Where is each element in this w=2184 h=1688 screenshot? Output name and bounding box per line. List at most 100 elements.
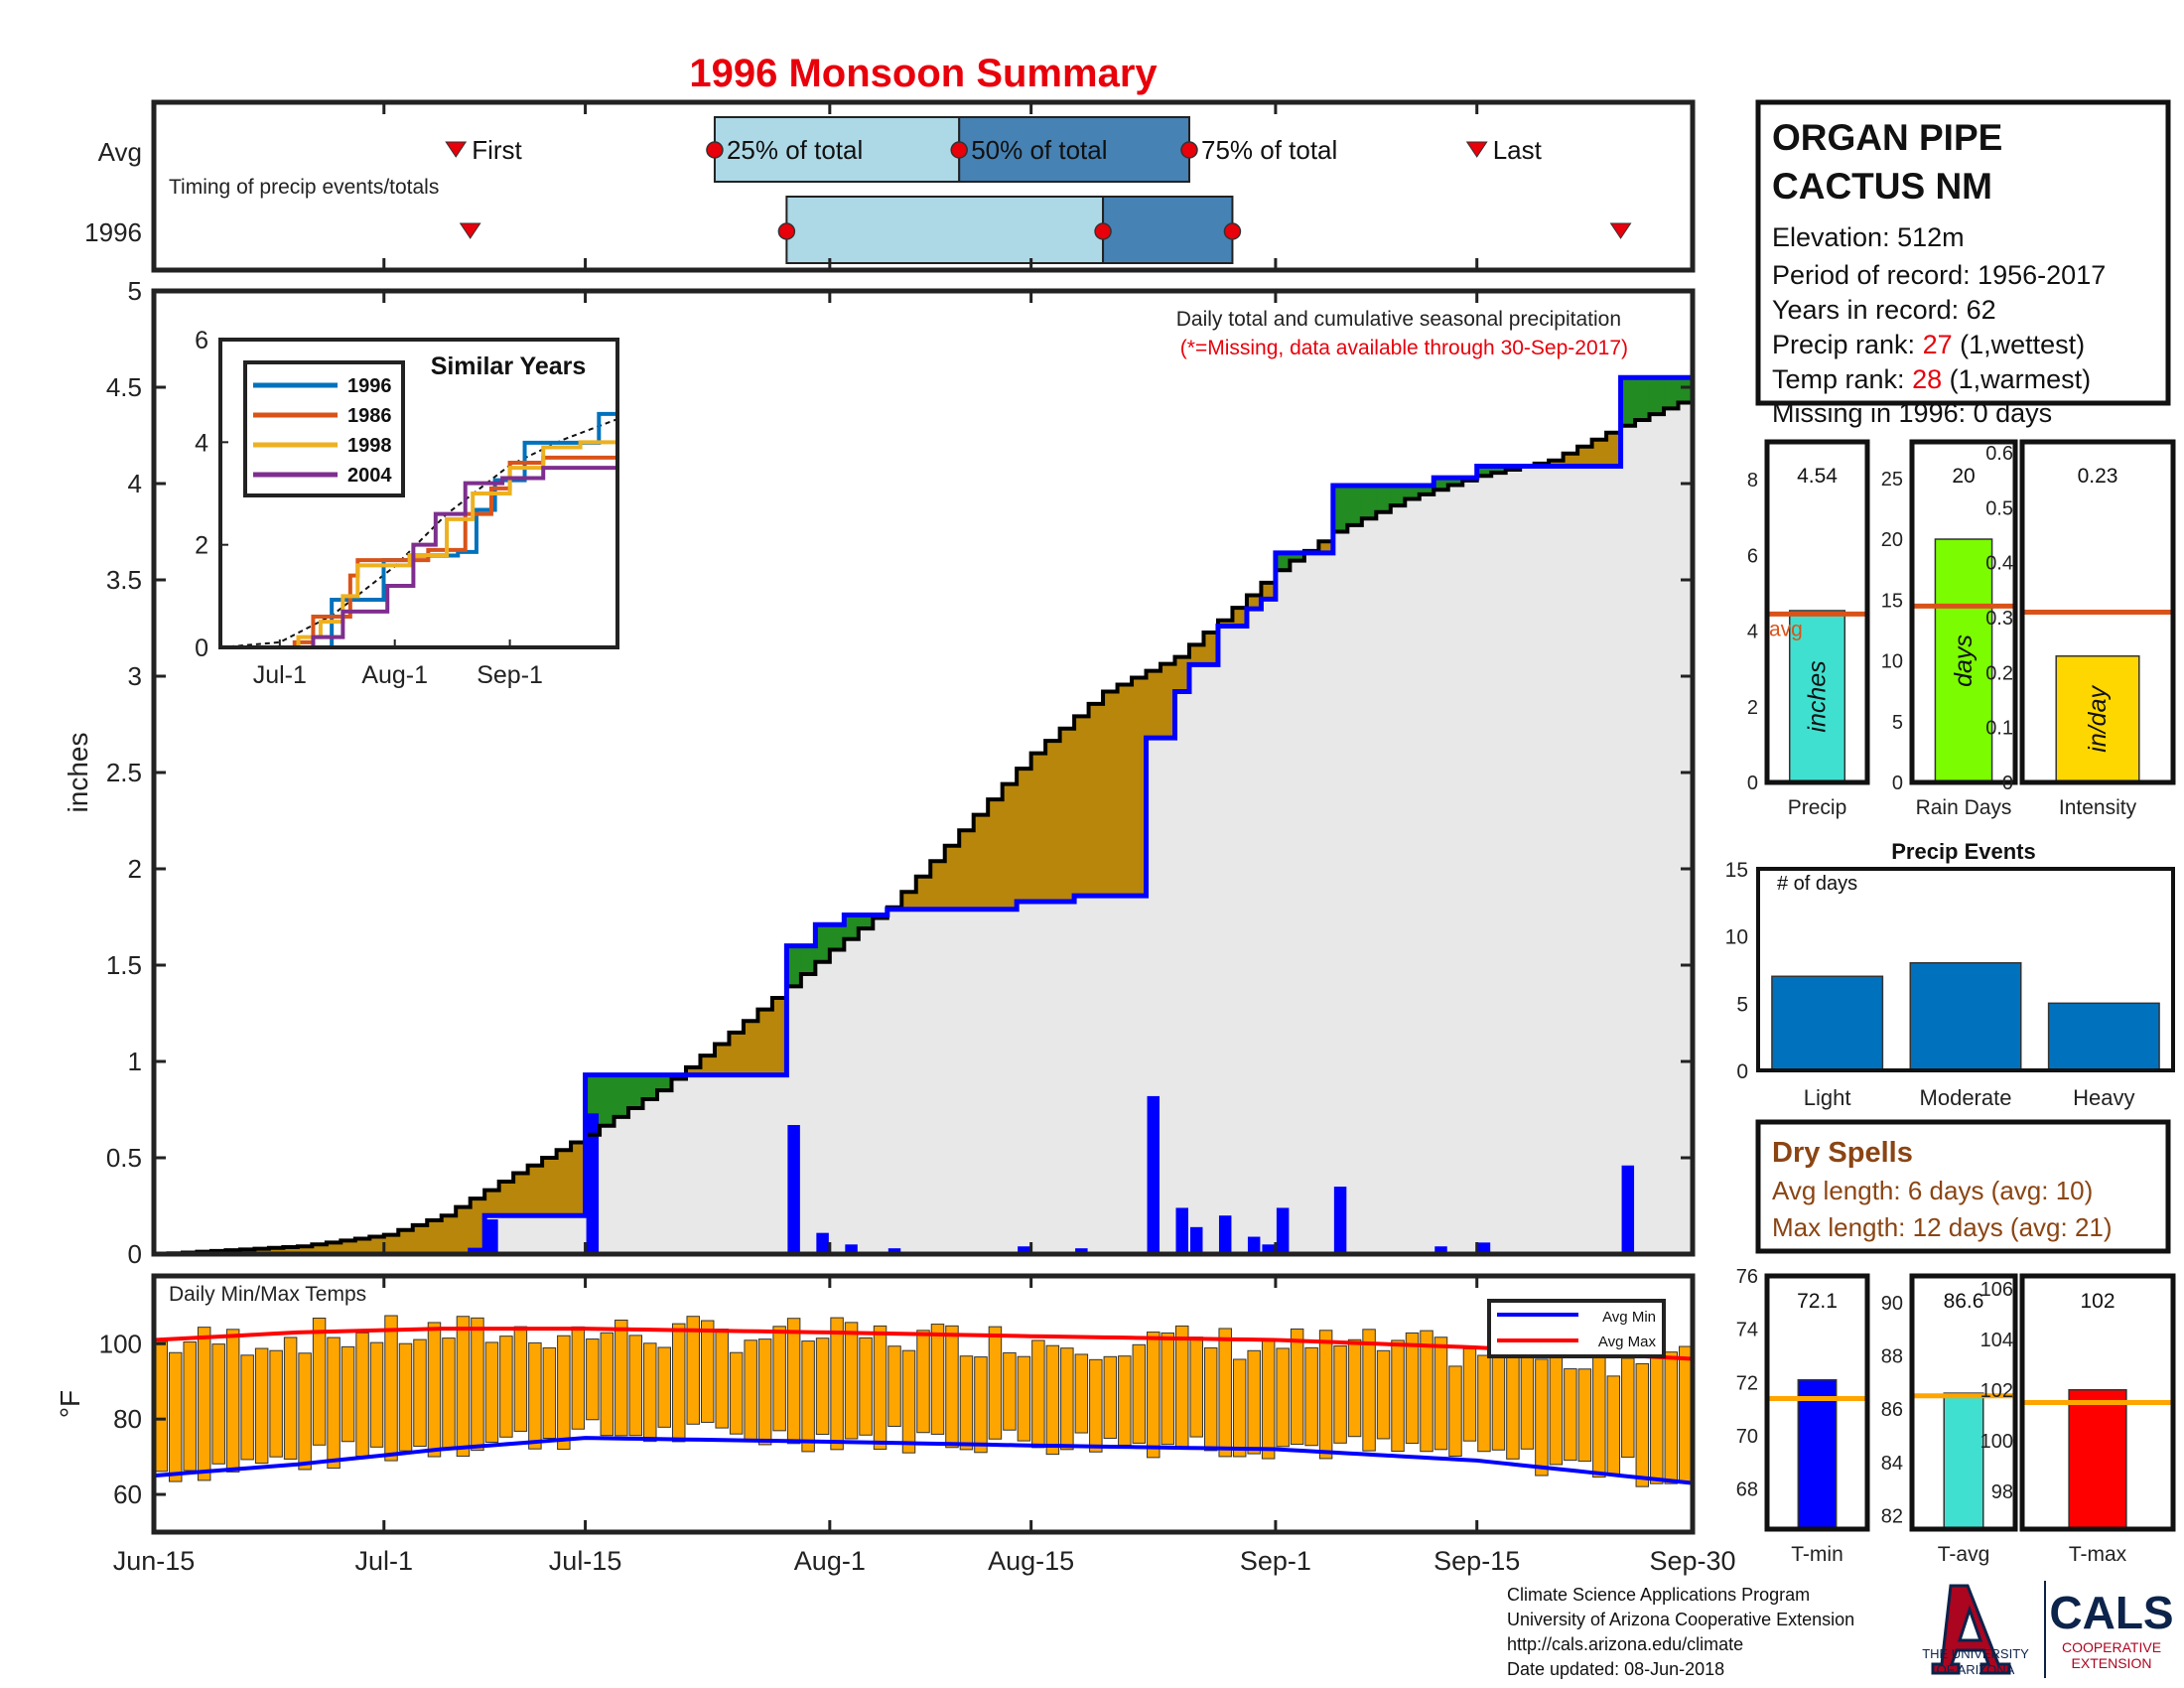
- daily-temp-bar: [427, 1322, 442, 1458]
- below-average-fill: [757, 1009, 773, 1075]
- below-both-fill: [1275, 570, 1291, 1254]
- timing-frame: [151, 99, 1696, 273]
- university-a-icon: [1931, 1584, 2011, 1675]
- below-average-fill: [1002, 783, 1018, 910]
- tstat-ytick-label-0: 68: [1736, 1479, 1758, 1501]
- above-average-fill: [1290, 552, 1305, 561]
- stat-unit-label-1: days: [1950, 634, 1978, 687]
- year-cumulative-line: [154, 374, 1693, 1257]
- above-average-fill: [1678, 377, 1694, 403]
- precip-ylabel: inches: [63, 733, 93, 813]
- daily-temp-bar: [456, 1316, 471, 1458]
- temp-ylabel: °F: [55, 1390, 85, 1418]
- daily-precip-bar: [485, 1219, 498, 1254]
- precip-ytick-label: 0.5: [106, 1143, 142, 1173]
- below-average-fill: [312, 1244, 328, 1254]
- daily-temp-bar: [1520, 1344, 1535, 1450]
- tstat-ytick-label-1: 88: [1881, 1346, 1903, 1368]
- precip-ytick-label: 1: [128, 1047, 142, 1076]
- average-cumulative-line: [154, 396, 1695, 1256]
- below-both-fill: [1649, 414, 1665, 1254]
- quartile-box-year-first: [785, 196, 1105, 264]
- stat-bar-2: [2055, 655, 2140, 783]
- below-average-fill: [1261, 582, 1277, 600]
- daily-temp-bar: [513, 1326, 528, 1432]
- below-both-fill: [628, 1107, 644, 1254]
- daily-temp-bar: [183, 1341, 197, 1472]
- daily-temp-bar: [1650, 1353, 1664, 1484]
- above-average-fill: [1347, 485, 1363, 525]
- below-average-fill: [1549, 460, 1565, 467]
- above-average-fill: [1376, 485, 1392, 512]
- daily-temp-bar: [1347, 1338, 1362, 1438]
- below-average-fill: [254, 1248, 270, 1254]
- below-average-fill: [498, 1182, 514, 1216]
- below-average-fill: [1591, 439, 1607, 467]
- below-both-fill: [873, 917, 888, 1254]
- avg-min-line: [153, 1436, 1694, 1485]
- event-bar-moderate: [1909, 961, 2022, 1071]
- below-both-fill: [657, 1090, 673, 1254]
- below-average-fill: [326, 1242, 341, 1254]
- inset-legend-label: 1986: [347, 405, 392, 427]
- below-both-fill: [844, 938, 860, 1254]
- below-both-fill: [901, 909, 917, 1254]
- daily-temp-bar: [830, 1317, 844, 1451]
- daily-temp-bar: [197, 1327, 211, 1481]
- below-both-fill: [1376, 511, 1392, 1254]
- daily-precip-bar: [1262, 1244, 1275, 1254]
- precip-ytick-label: 5: [128, 276, 142, 306]
- inset-ytick-label: 0: [195, 634, 208, 662]
- daily-temp-bar: [327, 1336, 341, 1470]
- daily-temp-bar: [542, 1346, 557, 1440]
- above-average-fill: [829, 924, 845, 950]
- tstat-ytick-label-2: 98: [1991, 1481, 2013, 1503]
- daily-temp-bar: [471, 1317, 484, 1452]
- below-average-fill: [283, 1247, 299, 1254]
- daily-temp-bar: [298, 1352, 312, 1471]
- below-both-fill: [1505, 470, 1521, 1255]
- below-average-fill: [1146, 670, 1161, 739]
- timing-row-year: 1996: [84, 217, 142, 247]
- above-average-fill: [1390, 485, 1406, 506]
- precip-ytick-label: 2.5: [106, 758, 142, 787]
- below-average-fill: [1088, 703, 1104, 897]
- inset-ytick-label: 4: [195, 429, 208, 457]
- quartile-marker-year: [777, 222, 796, 240]
- station-period: Period of record: 1956-2017: [1772, 260, 2106, 290]
- daily-temp-bar: [1203, 1347, 1218, 1452]
- stat-ytick-label-1: 10: [1881, 651, 1903, 673]
- daily-precip-bar: [816, 1232, 829, 1254]
- daily-temp-bar: [1420, 1330, 1433, 1453]
- above-average-fill: [1275, 552, 1291, 571]
- daily-temp-bar: [528, 1341, 542, 1450]
- tstat-ytick-label-0: 72: [1736, 1372, 1758, 1394]
- inset-ytick-label: 2: [195, 532, 208, 560]
- daily-temp-bar: [1160, 1332, 1175, 1446]
- above-average-fill: [657, 1074, 673, 1091]
- above-average-fill: [1419, 485, 1434, 494]
- stat-ytick-label-1: 5: [1892, 712, 1903, 734]
- legend-avg-min: Avg Min: [1602, 1309, 1656, 1326]
- below-both-fill: [1664, 408, 1680, 1255]
- below-average-fill: [944, 845, 960, 910]
- below-both-fill: [1390, 505, 1406, 1255]
- daily-temp-bar: [225, 1329, 240, 1473]
- below-average-fill: [988, 799, 1004, 910]
- precip-ytick-label: 4.5: [106, 372, 142, 402]
- stat-ytick-label-0: 6: [1747, 545, 1758, 567]
- event-marker-year: [1609, 222, 1632, 239]
- stat-category-label-0: Precip: [1788, 796, 1847, 819]
- above-average-fill: [1664, 377, 1680, 409]
- daily-temp-bar: [700, 1320, 715, 1423]
- footer-line4: Date updated: 08-Jun-2018: [1507, 1659, 1724, 1679]
- daily-temp-bar: [1376, 1349, 1391, 1440]
- event-bar-heavy: [2047, 1002, 2160, 1071]
- daily-temp-bar: [1462, 1347, 1477, 1442]
- tstat-bar-0: [1797, 1378, 1838, 1530]
- x-tick-label: Aug-1: [794, 1546, 866, 1576]
- below-average-fill: [915, 876, 931, 910]
- below-average-fill: [1318, 541, 1334, 553]
- below-both-fill: [1203, 664, 1219, 1254]
- below-both-fill: [1303, 552, 1319, 1254]
